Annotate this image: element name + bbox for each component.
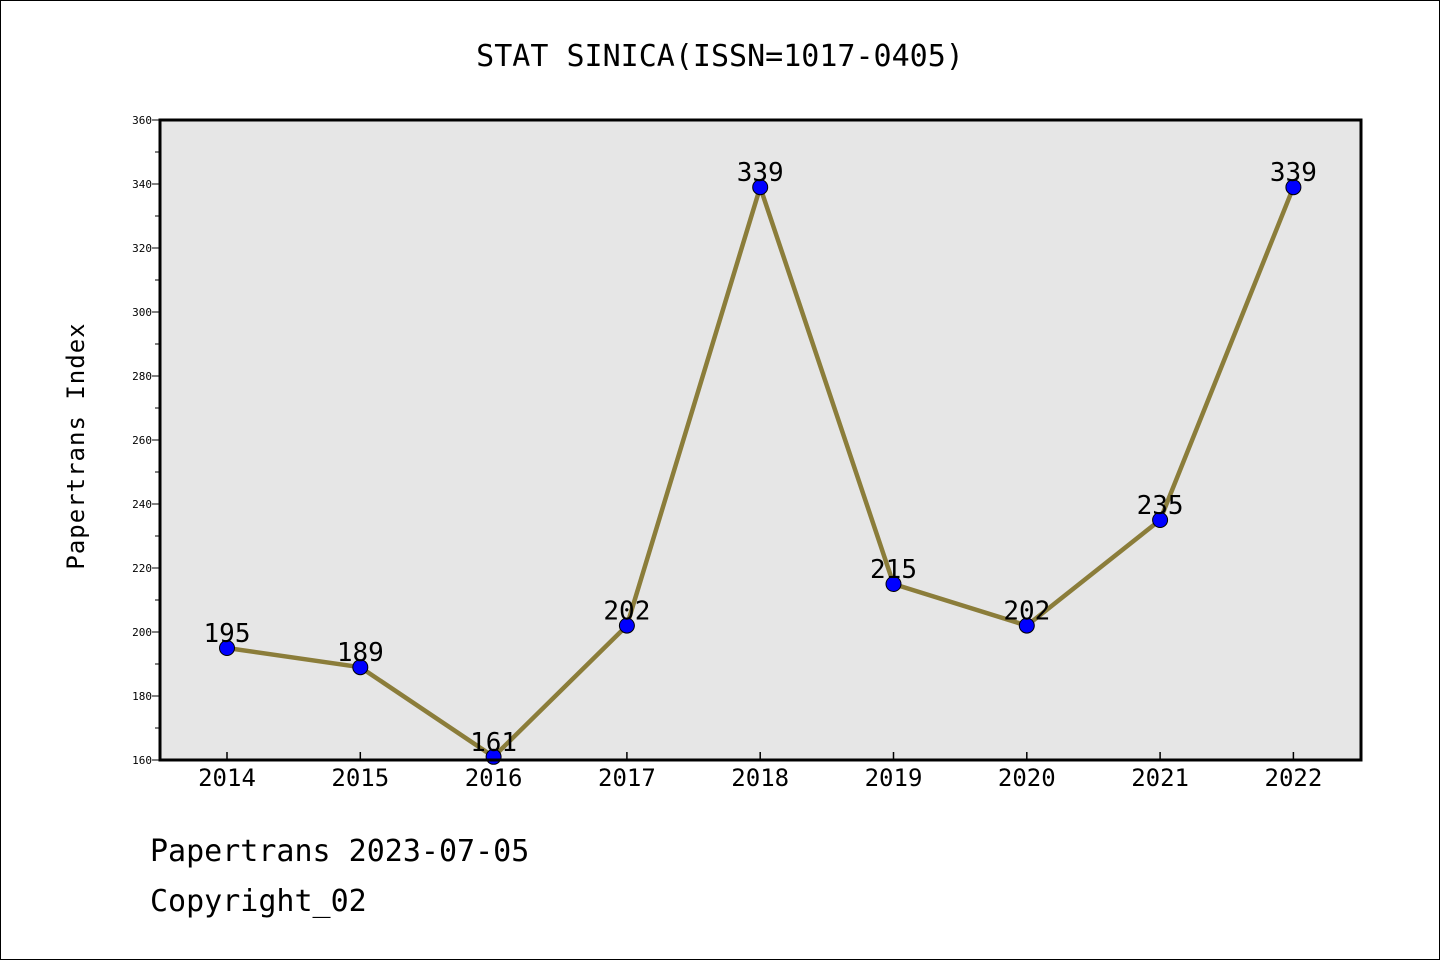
data-point: [1018, 617, 1035, 634]
y-tick-label: 360: [132, 114, 152, 127]
y-tick-label: 260: [132, 434, 152, 447]
y-axis-ticks: 160 180 200 220 240 260 280 300 320 340 360: [132, 114, 160, 767]
y-tick-label: 300: [132, 306, 152, 319]
x-tick-label: 2018: [731, 764, 789, 792]
data-label: 235: [1137, 491, 1184, 521]
data-point: [618, 617, 635, 634]
data-label: 215: [870, 555, 917, 585]
x-axis-ticks: 2014 2015 2016 2017 2018 2019 2020 2021 2022: [198, 752, 1322, 792]
y-tick-label: 280: [132, 370, 152, 383]
plot-area: [160, 120, 1361, 760]
footer-copyright: Copyright_02: [150, 884, 367, 919]
y-tick-label: 320: [132, 242, 152, 255]
data-label: 189: [337, 638, 384, 668]
data-labels-group: 195 189 161 202 339 215 202 235 339: [204, 158, 1317, 758]
data-point: [352, 659, 369, 676]
plot-border: [158, 118, 1363, 762]
y-tick-label: 180: [132, 690, 152, 703]
y-tick-label: 220: [132, 562, 152, 575]
y-axis-label: Papertrans Index: [62, 322, 90, 569]
x-tick-label: 2016: [465, 764, 523, 792]
data-label: 339: [737, 158, 784, 188]
x-tick-label: 2020: [998, 764, 1056, 792]
x-tick-label: 2014: [198, 764, 256, 792]
data-point: [885, 576, 902, 592]
footer-date: Papertrans 2023-07-05: [150, 834, 530, 869]
data-point: [1152, 512, 1169, 528]
data-point: [219, 640, 235, 656]
y-tick-label: 340: [132, 178, 152, 191]
x-tick-label: 2019: [865, 764, 923, 792]
data-label: 202: [1003, 597, 1050, 627]
data-label: 339: [1270, 158, 1317, 188]
y-tick-label: 160: [132, 754, 152, 767]
x-tick-label: 2017: [598, 764, 656, 792]
chart-title: STAT SINICA(ISSN=1017-0405): [476, 39, 964, 74]
data-point: [1285, 179, 1302, 196]
x-tick-label: 2022: [1265, 764, 1323, 792]
data-point: [752, 179, 769, 196]
data-label: 202: [603, 597, 650, 627]
x-tick-label: 2021: [1131, 764, 1189, 792]
y-tick-label: 240: [132, 498, 152, 511]
x-tick-label: 2015: [331, 764, 389, 792]
data-label: 195: [204, 619, 251, 649]
data-label: 161: [470, 728, 517, 758]
y-tick-label: 200: [132, 626, 152, 639]
